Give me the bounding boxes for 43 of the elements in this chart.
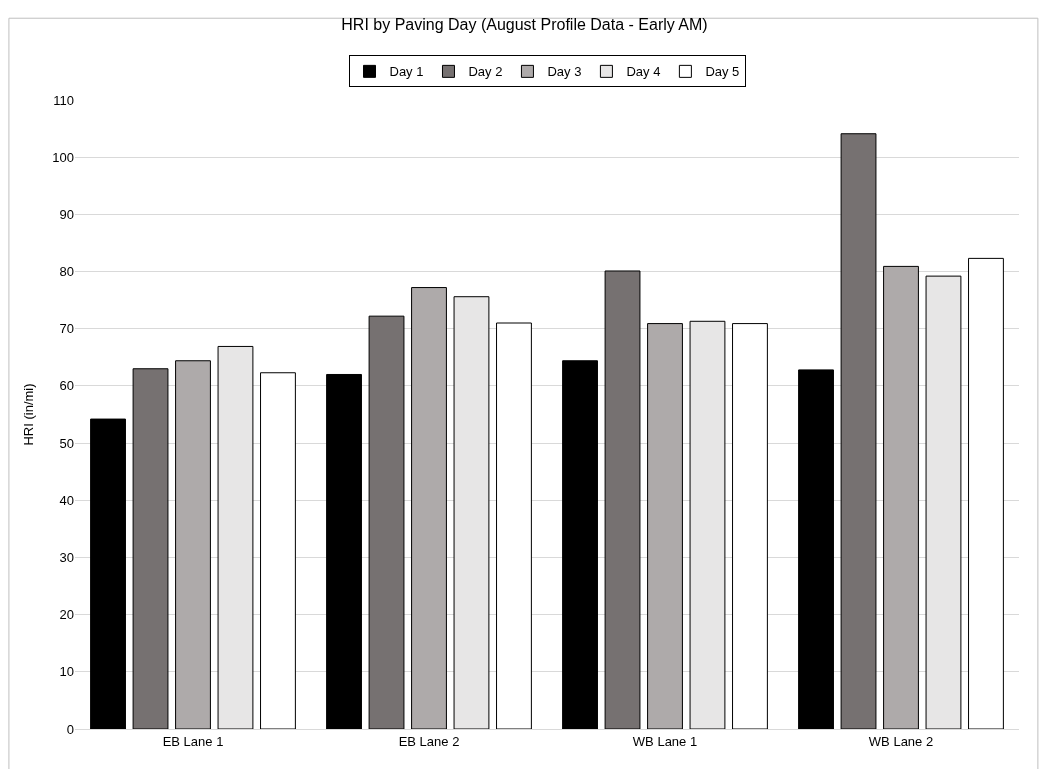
- legend-label: Day 2: [468, 64, 503, 80]
- bar: [689, 320, 726, 729]
- legend-label: Day 4: [626, 64, 661, 80]
- bar: [368, 315, 405, 729]
- y-tick-label: 10: [59, 664, 74, 680]
- bar: [968, 257, 1004, 729]
- bar: [925, 275, 962, 729]
- y-tick-label: 30: [59, 550, 74, 565]
- x-tick-label: WB Lane 1: [632, 733, 698, 749]
- y-tick-label: 100: [52, 149, 74, 165]
- y-tick-label: 70: [59, 321, 74, 337]
- x-tick-label: EB Lane 1: [162, 733, 224, 749]
- y-tick-label: 0: [66, 721, 74, 737]
- bar: [326, 373, 362, 729]
- y-tick-label: 90: [59, 206, 74, 222]
- x-tick-label: EB Lane 2: [398, 733, 460, 749]
- x-tick-label: WB Lane 2: [868, 733, 934, 749]
- y-tick-label: 20: [59, 607, 74, 623]
- chart-title: HRI by Paving Day (August Profile Data - Early AM): [341, 16, 708, 34]
- y-tick-label: 60: [59, 378, 74, 394]
- bar: [132, 368, 169, 729]
- legend-label: Day 5: [705, 64, 740, 80]
- bar: [840, 133, 877, 729]
- bar: [411, 287, 447, 729]
- y-tick-label: 80: [59, 264, 74, 280]
- bar: [453, 296, 490, 729]
- bar: [217, 345, 254, 729]
- y-tick-label: 50: [59, 435, 74, 451]
- legend-label: Day 3: [547, 64, 582, 80]
- bar: [175, 360, 211, 729]
- legend-label: Day 1: [389, 64, 424, 80]
- y-tick-label: 110: [53, 92, 74, 108]
- bar: [562, 360, 598, 729]
- bar: [90, 418, 126, 729]
- bar: [496, 322, 532, 729]
- bar: [647, 323, 683, 729]
- bar: [260, 372, 296, 729]
- y-tick-label: 40: [59, 492, 74, 508]
- bar: [883, 265, 919, 729]
- y-axis-title: HRI (in/mi): [21, 383, 37, 446]
- bar: [732, 323, 768, 729]
- bar: [798, 369, 834, 729]
- bar: [604, 270, 641, 729]
